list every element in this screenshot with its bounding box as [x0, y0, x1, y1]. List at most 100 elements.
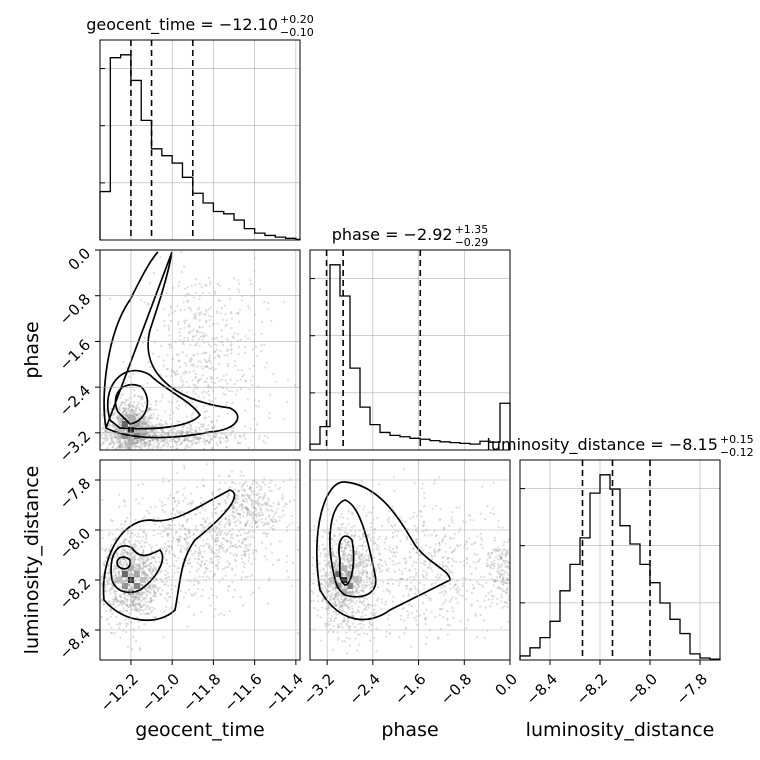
sample-point — [423, 534, 426, 537]
sample-point — [147, 600, 150, 603]
sample-point — [319, 552, 322, 555]
sample-point — [148, 512, 151, 515]
sample-point — [131, 605, 134, 608]
sample-point — [108, 423, 111, 426]
sample-point — [408, 568, 411, 571]
sample-point — [141, 609, 144, 612]
sample-point — [421, 482, 424, 485]
sample-point — [226, 540, 229, 544]
sample-point — [162, 365, 165, 368]
sample-point — [492, 595, 495, 598]
sample-point — [208, 576, 211, 579]
sample-point — [251, 348, 254, 351]
sample-point — [112, 440, 115, 443]
sample-point — [209, 548, 212, 552]
sample-point — [142, 421, 145, 424]
sample-point — [239, 516, 242, 519]
sample-point — [161, 589, 164, 592]
sample-point — [291, 561, 294, 565]
sample-point — [234, 433, 237, 437]
sample-point — [211, 492, 215, 495]
sample-point — [240, 495, 243, 498]
sample-point — [258, 586, 261, 589]
sample-point — [162, 530, 165, 533]
sample-point — [210, 438, 213, 441]
sample-point — [177, 408, 180, 411]
sample-point — [239, 378, 242, 381]
sample-point — [117, 437, 120, 441]
sample-point — [217, 362, 220, 365]
sample-point — [173, 500, 176, 503]
sample-point — [127, 447, 130, 450]
sample-point — [331, 594, 334, 597]
sample-point — [167, 343, 171, 346]
sample-point — [345, 604, 348, 607]
sample-point — [220, 307, 223, 310]
sample-point — [204, 416, 207, 419]
sample-point — [119, 404, 122, 407]
sample-point — [213, 290, 217, 293]
sample-point — [195, 441, 198, 444]
sample-point — [147, 415, 151, 418]
sample-point — [343, 640, 346, 643]
sample-point — [354, 563, 357, 566]
sample-point — [262, 532, 265, 535]
sample-point — [127, 407, 130, 410]
sample-point — [219, 312, 223, 315]
sample-point — [214, 512, 217, 515]
sample-point — [202, 539, 205, 542]
sample-point — [239, 533, 242, 537]
sample-point — [136, 607, 139, 610]
sample-point — [136, 405, 139, 408]
sample-point — [333, 619, 336, 623]
sample-point — [140, 590, 143, 594]
sample-point — [141, 422, 144, 425]
sample-point — [194, 384, 197, 387]
sample-point — [132, 635, 135, 639]
sample-point — [117, 440, 120, 443]
sample-point — [125, 413, 128, 416]
sample-point — [119, 442, 122, 445]
sample-point — [105, 583, 108, 587]
sample-point — [330, 572, 333, 575]
sample-point — [358, 643, 361, 646]
sample-point — [468, 537, 471, 540]
sample-point — [102, 425, 105, 428]
sample-point — [164, 432, 167, 435]
sample-point — [136, 441, 139, 444]
sample-point — [123, 409, 126, 412]
sample-point — [220, 530, 223, 533]
sample-point — [117, 604, 120, 607]
sample-point — [113, 564, 116, 567]
sample-point — [336, 579, 339, 582]
sample-point — [483, 575, 486, 578]
sample-point — [265, 535, 268, 538]
sample-point — [461, 594, 464, 598]
sample-point — [115, 615, 118, 619]
sample-point — [232, 429, 235, 433]
sample-point — [220, 541, 223, 544]
sample-point — [256, 499, 259, 502]
sample-point — [278, 540, 281, 543]
sample-point — [162, 480, 165, 483]
sample-point — [274, 484, 277, 487]
sample-point — [263, 492, 266, 495]
sample-point — [137, 407, 141, 410]
sample-point — [191, 416, 194, 420]
sample-point — [163, 583, 166, 586]
sample-point — [147, 406, 150, 409]
sample-point — [122, 393, 125, 396]
sample-point — [187, 559, 190, 562]
sample-point — [139, 608, 142, 612]
sample-point — [175, 472, 179, 475]
sample-point — [139, 559, 142, 563]
sample-point — [253, 313, 257, 316]
sample-point — [113, 591, 116, 595]
sample-point — [224, 539, 227, 542]
sample-point — [252, 549, 255, 552]
sample-point — [258, 437, 261, 440]
sample-point — [194, 577, 197, 580]
sample-point — [243, 565, 246, 569]
sample-point — [352, 610, 355, 613]
sample-point — [139, 438, 143, 441]
